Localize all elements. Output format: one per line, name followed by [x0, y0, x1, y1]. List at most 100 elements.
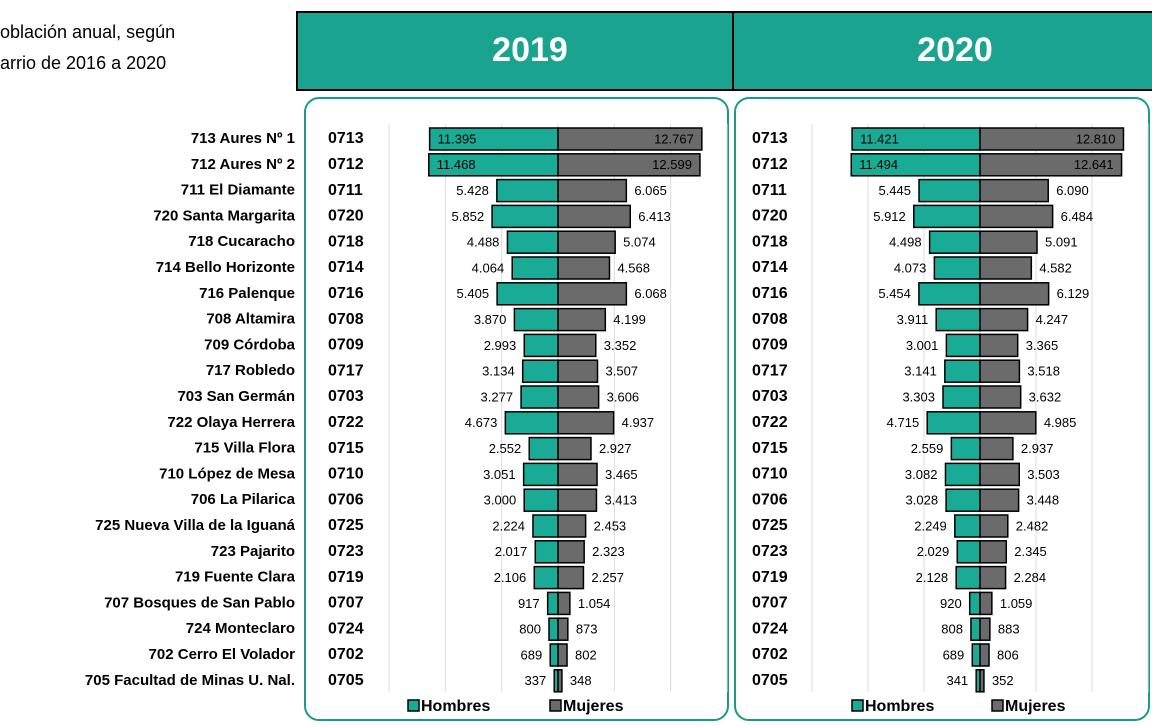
value-label: 11.421 — [860, 131, 899, 146]
category-label: 0720 — [752, 208, 788, 225]
value-label: 2.937 — [1021, 441, 1054, 456]
value-label: 12.810 — [1076, 131, 1116, 146]
bar — [528, 436, 559, 461]
value-label: 6.484 — [1061, 209, 1094, 224]
value-label: 4.073 — [894, 260, 927, 275]
value-label: 5.454 — [878, 286, 911, 301]
bar — [511, 256, 559, 280]
barrio-label: 707 Bosques de San Pablo — [104, 594, 295, 611]
bar — [979, 153, 1123, 177]
category-label: 0713 — [752, 130, 788, 147]
category-label: 0712 — [752, 156, 788, 173]
bar — [496, 178, 559, 203]
value-label: 6.129 — [1057, 286, 1090, 301]
bar — [491, 204, 559, 229]
value-label: 5.445 — [878, 183, 911, 198]
value-label: 4.937 — [622, 415, 655, 430]
legend-swatch — [851, 699, 864, 712]
bar — [557, 643, 568, 667]
bar — [557, 436, 592, 461]
value-label: 3.448 — [1027, 493, 1060, 508]
barrio-label: 709 Córdoba — [204, 336, 296, 353]
value-label: 3.277 — [481, 389, 514, 404]
bar — [979, 669, 985, 693]
barrio-label: 713 Aures Nº 1 — [191, 130, 295, 147]
value-label: 873 — [576, 622, 598, 637]
bar — [549, 643, 559, 667]
bar — [496, 282, 559, 306]
category-label: 0709 — [752, 337, 788, 354]
barrio-label: 724 Monteclaro — [186, 620, 295, 637]
bar — [913, 204, 981, 229]
barrio-label: 719 Fuente Clara — [175, 569, 296, 586]
barrio-label: 718 Cucaracho — [188, 233, 295, 250]
value-label: 2.257 — [591, 570, 624, 585]
bar — [546, 591, 559, 616]
value-label: 3.352 — [604, 338, 637, 353]
bar — [557, 565, 585, 590]
category-label: 0723 — [752, 543, 788, 560]
bar — [557, 204, 632, 229]
bar — [520, 385, 559, 409]
bar — [971, 643, 981, 667]
header-bar — [296, 11, 1152, 91]
value-label: 2.559 — [911, 441, 944, 456]
barrio-label: 711 El Diamante — [181, 182, 295, 199]
value-label: 3.051 — [483, 467, 516, 482]
value-label: 2.284 — [1014, 570, 1047, 585]
category-label: 0716 — [752, 285, 788, 302]
bar — [979, 204, 1054, 229]
bar — [557, 514, 587, 538]
bar — [557, 127, 703, 151]
category-label: 0725 — [328, 517, 364, 534]
value-label: 5.852 — [452, 209, 485, 224]
value-label: 883 — [998, 622, 1020, 637]
category-label: 0705 — [328, 672, 364, 689]
bar — [979, 436, 1014, 461]
value-label: 4.498 — [889, 235, 922, 250]
bar — [557, 230, 616, 254]
bar — [926, 411, 981, 435]
value-label: 2.482 — [1016, 518, 1049, 533]
value-label: 12.599 — [652, 157, 692, 172]
category-label: 0715 — [752, 440, 788, 457]
value-label: 4.673 — [465, 415, 498, 430]
category-label: 0719 — [752, 569, 788, 586]
category-label: 0711 — [752, 182, 787, 199]
bar — [557, 617, 569, 641]
bar — [557, 385, 600, 409]
category-label: 0713 — [328, 130, 364, 147]
bar — [557, 307, 607, 332]
bar — [557, 591, 571, 616]
value-label: 917 — [518, 596, 540, 611]
value-label: 3.632 — [1029, 389, 1062, 404]
value-label: 4.064 — [472, 260, 505, 275]
value-label: 352 — [992, 673, 1014, 688]
value-label: 800 — [519, 622, 541, 637]
bar — [956, 540, 981, 564]
bar — [533, 565, 559, 590]
value-label: 808 — [941, 622, 963, 637]
bar — [557, 282, 628, 306]
legend-label: Mujeres — [1005, 698, 1066, 715]
value-label: 920 — [940, 596, 962, 611]
bar — [557, 411, 615, 435]
value-label: 1.059 — [1000, 596, 1033, 611]
bar — [979, 359, 1021, 383]
category-label: 0702 — [752, 646, 788, 663]
bar — [945, 333, 981, 358]
bar — [506, 230, 559, 254]
category-label: 0715 — [328, 440, 364, 457]
value-label: 5.428 — [456, 183, 489, 198]
legend-swatch — [407, 699, 420, 712]
title-line: arrio de 2016 a 2020 — [0, 53, 166, 73]
bar — [979, 256, 1033, 280]
value-label: 337 — [525, 673, 547, 688]
value-label: 3.413 — [604, 493, 637, 508]
bar — [522, 462, 559, 487]
value-label: 3.870 — [474, 312, 507, 327]
barrio-label: 702 Cerro El Volador — [149, 646, 296, 663]
bar — [935, 307, 981, 332]
value-label: 2.128 — [916, 570, 949, 585]
barrio-label: 712 Aures Nº 2 — [191, 156, 295, 173]
